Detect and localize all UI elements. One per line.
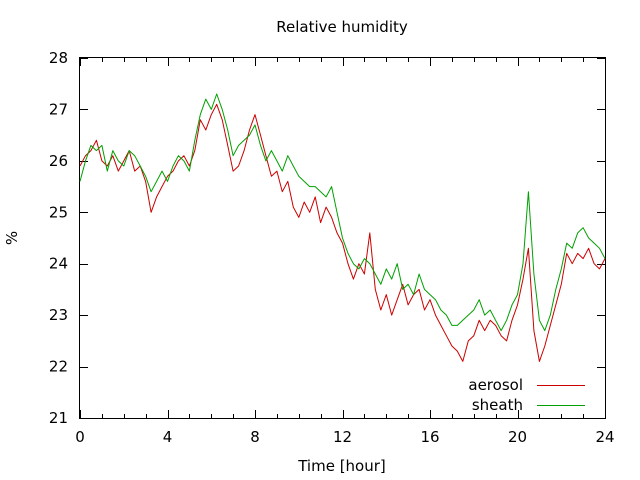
y-tick-label: 26 [49,152,68,170]
x-tick-label: 0 [75,428,85,446]
x-tick-label: 12 [333,428,352,446]
series-sheath-line [79,93,606,332]
legend-label-sheath: sheath [472,396,523,414]
y-tick-label: 28 [49,49,68,67]
y-tick-label: 24 [49,255,68,273]
x-tick-label: 20 [508,428,527,446]
chart-title: Relative humidity [276,18,408,36]
y-tick-label: 22 [49,358,68,376]
series-aerosol-line [79,103,606,362]
axis-ticks: 0 4 8 12 16 20 24 21 22 23 24 25 26 27 28 [49,49,615,446]
x-tick-label: 24 [595,428,614,446]
plot-area [79,93,606,362]
plot-frame [79,57,606,419]
legend-label-aerosol: aerosol [468,376,523,394]
y-axis-label: % [3,231,21,245]
x-tick-label: 16 [420,428,439,446]
y-tick-label: 21 [49,409,68,427]
legend: aerosol sheath [468,376,585,414]
x-tick-label: 8 [250,428,260,446]
x-tick-label: 4 [163,428,173,446]
x-axis-label: Time [hour] [297,457,386,475]
y-tick-label: 23 [49,306,68,324]
y-tick-label: 25 [49,203,68,221]
y-tick-label: 27 [49,100,68,118]
